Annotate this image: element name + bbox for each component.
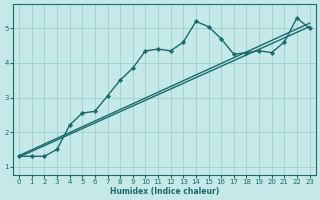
X-axis label: Humidex (Indice chaleur): Humidex (Indice chaleur) bbox=[110, 187, 219, 196]
